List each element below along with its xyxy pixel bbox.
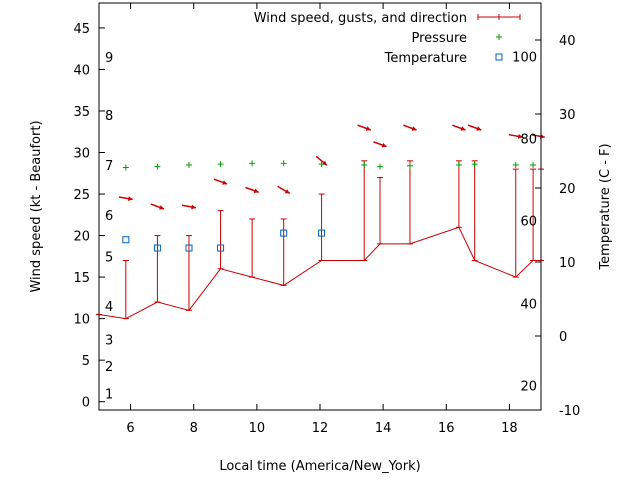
wind-speed-line — [98, 226, 541, 320]
legend-label: Wind speed, gusts, and direction — [254, 11, 467, 26]
fahrenheit-label: 40 — [520, 297, 537, 312]
x-tick-label: 8 — [190, 421, 198, 436]
wind-direction-head — [127, 196, 133, 202]
wind-direction-head — [460, 126, 466, 131]
x-tick-label: 10 — [249, 421, 266, 436]
fahrenheit-label: 80 — [520, 132, 537, 147]
pressure-point — [361, 161, 368, 168]
beaufort-label: 9 — [105, 51, 113, 66]
y-tick-label: 5 — [82, 354, 90, 369]
beaufort-label: 5 — [105, 250, 113, 265]
pressure-point — [185, 161, 192, 168]
x-axis-label: Local time (America/New_York) — [219, 459, 420, 474]
beaufort-label: 6 — [105, 209, 113, 224]
y-tick-label: 40 — [73, 63, 90, 78]
x-tick-label: 14 — [375, 421, 392, 436]
y-tick-label: 25 — [73, 188, 90, 203]
y-tick-label: 35 — [73, 105, 90, 120]
beaufort-label: 3 — [105, 333, 113, 348]
wind-direction-head — [517, 133, 523, 139]
pressure-point — [217, 161, 224, 168]
wind-direction-arrow — [452, 124, 466, 131]
x-tick-label: 18 — [501, 421, 518, 436]
y-tick-label: 0 — [82, 396, 90, 411]
fahrenheit-label: 100 — [512, 50, 537, 65]
x-tick-label: 12 — [312, 421, 329, 436]
legend-label: Pressure — [411, 31, 467, 46]
temperature-point — [217, 244, 225, 252]
y2-tick-label: 10 — [559, 256, 576, 271]
beaufort-label: 2 — [105, 360, 113, 375]
wind-direction-head — [253, 188, 259, 194]
pressure-point — [249, 160, 256, 167]
y-tick-label: 15 — [73, 271, 90, 286]
wind-direction-arrow — [245, 186, 259, 194]
temperature-point — [280, 229, 288, 237]
pressure-point — [318, 161, 325, 168]
y-axis-label: Wind speed (kt - Beaufort) — [29, 120, 44, 292]
beaufort-label: 7 — [105, 159, 113, 174]
pressure-point — [530, 161, 537, 168]
y2-tick-label: 0 — [559, 330, 567, 345]
wind-direction-head — [191, 204, 196, 210]
wind-direction-head — [222, 180, 228, 185]
y-tick-label: 20 — [73, 230, 90, 245]
pressure-point — [455, 161, 462, 168]
legend-label: Temperature — [384, 51, 467, 66]
pressure-point — [280, 160, 287, 167]
wind-direction-head — [381, 142, 387, 148]
wind-direction-arrow — [467, 124, 482, 131]
beaufort-label: 4 — [105, 300, 113, 315]
temperature-point — [318, 229, 326, 237]
fahrenheit-label: 60 — [520, 215, 537, 230]
pressure-point — [471, 161, 478, 168]
wind-direction-arrow — [508, 133, 523, 139]
wind-direction-arrow — [150, 203, 165, 210]
wind-direction-head — [159, 205, 164, 210]
y2-tick-label: 30 — [559, 108, 576, 123]
pressure-point — [376, 163, 383, 170]
beaufort-label: 1 — [105, 387, 113, 402]
temperature-point — [122, 236, 130, 244]
y-tick-label: 45 — [73, 22, 90, 37]
y2-tick-label: 20 — [559, 182, 576, 197]
y2-tick-label: 40 — [559, 34, 576, 49]
wind-direction-head — [365, 126, 371, 131]
wind-direction-head — [476, 126, 482, 131]
wind-direction-arrow — [213, 178, 228, 185]
pressure-point — [122, 164, 129, 171]
legend-temperature-swatch — [495, 53, 503, 61]
x-tick-label: 6 — [126, 421, 134, 436]
wind-direction-arrow — [181, 204, 197, 210]
y-tick-label: 10 — [73, 313, 90, 328]
temperature-point — [153, 244, 161, 252]
pressure-point — [154, 163, 161, 170]
wind-direction-arrow — [357, 124, 372, 131]
wind-direction-head — [284, 189, 290, 194]
y2-tick-label: -10 — [559, 404, 580, 419]
pressure-point — [406, 162, 413, 169]
temperature-point — [185, 244, 193, 252]
y-tick-label: 30 — [73, 147, 90, 162]
wind-direction-arrow — [403, 124, 417, 131]
wind-direction-arrow — [277, 185, 291, 195]
wind-direction-arrow — [373, 141, 387, 148]
fahrenheit-label: 20 — [520, 380, 537, 395]
wind-direction-head — [411, 126, 417, 131]
pressure-point — [512, 161, 519, 168]
y2-axis-label: Temperature (C - F) — [598, 143, 613, 270]
beaufort-label: 8 — [105, 109, 113, 124]
wind-direction-arrow — [118, 196, 133, 202]
x-tick-label: 16 — [438, 421, 455, 436]
